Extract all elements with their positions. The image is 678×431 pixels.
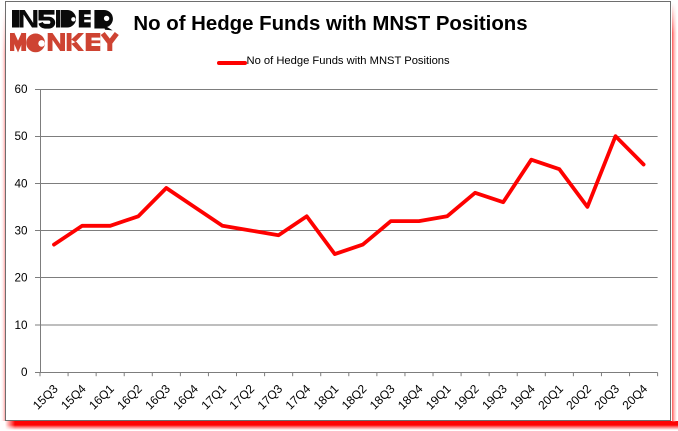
svg-text:20Q2: 20Q2: [563, 381, 594, 412]
svg-text:20: 20: [14, 272, 28, 285]
svg-text:19Q2: 19Q2: [451, 381, 482, 412]
svg-text:18Q1: 18Q1: [311, 381, 342, 412]
svg-text:17Q1: 17Q1: [198, 381, 229, 412]
svg-text:0: 0: [21, 366, 28, 379]
svg-text:18Q3: 18Q3: [367, 381, 398, 412]
svg-text:20Q3: 20Q3: [591, 381, 622, 412]
svg-text:20Q1: 20Q1: [535, 381, 566, 412]
svg-text:30: 30: [14, 225, 28, 238]
svg-text:18Q4: 18Q4: [395, 381, 426, 412]
svg-text:40: 40: [14, 177, 28, 190]
svg-text:50: 50: [14, 130, 28, 143]
svg-text:16Q2: 16Q2: [114, 381, 145, 412]
svg-text:18Q2: 18Q2: [339, 381, 370, 412]
svg-text:19Q1: 19Q1: [423, 381, 454, 412]
svg-text:10: 10: [14, 319, 28, 332]
svg-text:60: 60: [14, 83, 28, 96]
svg-text:16Q3: 16Q3: [142, 381, 173, 412]
svg-text:17Q4: 17Q4: [283, 381, 314, 412]
svg-text:15Q4: 15Q4: [58, 381, 89, 412]
svg-text:17Q3: 17Q3: [255, 381, 286, 412]
svg-text:15Q3: 15Q3: [30, 381, 61, 412]
svg-text:17Q2: 17Q2: [227, 381, 258, 412]
svg-text:20Q4: 20Q4: [620, 381, 651, 412]
svg-text:19Q3: 19Q3: [479, 381, 510, 412]
svg-text:19Q4: 19Q4: [507, 381, 538, 412]
svg-text:16Q1: 16Q1: [86, 381, 117, 412]
svg-text:16Q4: 16Q4: [170, 381, 201, 412]
